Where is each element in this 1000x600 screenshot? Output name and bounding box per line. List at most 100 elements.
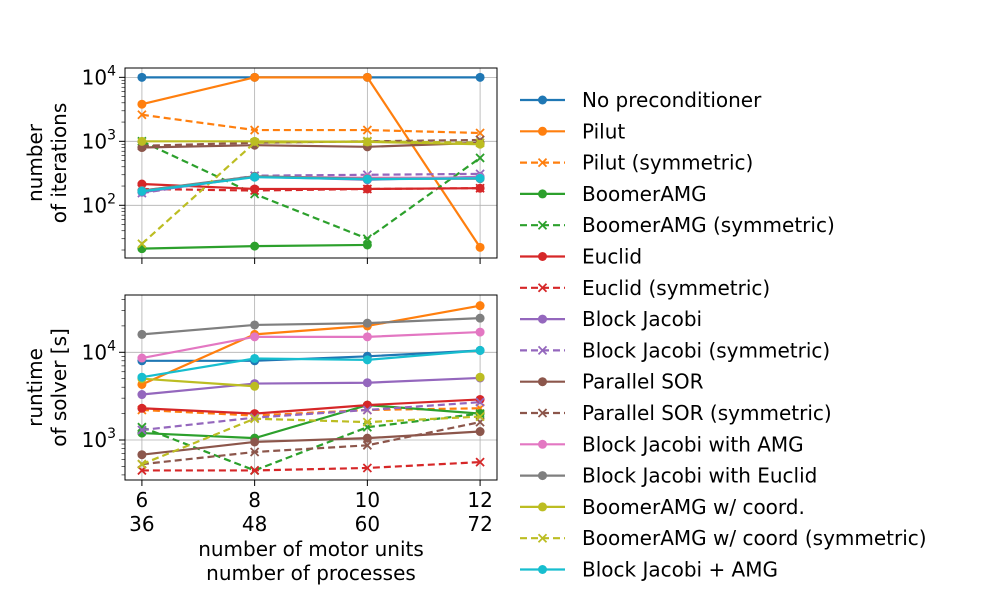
data-point — [249, 465, 260, 476]
x-tick-label: 12 — [467, 488, 492, 512]
data-point — [362, 378, 372, 388]
legend-label: BoomerAMG w/ coord (symmetric) — [582, 526, 927, 550]
y-axis-label: runtimeof solver [s] — [23, 328, 71, 447]
legend-label: BoomerAMG w/ coord. — [582, 495, 805, 519]
data-point — [137, 239, 147, 249]
x-axis-label: number of processes — [206, 561, 416, 585]
data-point — [137, 99, 147, 109]
legend-marker — [537, 283, 548, 293]
legend-marker — [538, 471, 547, 481]
legend-item: Block Jacobi + AMG — [520, 558, 778, 582]
legend-label: Parallel SOR — [582, 370, 704, 394]
x-tick-label: 6 — [136, 488, 149, 512]
data-point — [137, 244, 147, 254]
series-pilut-symmetric- — [137, 110, 485, 138]
data-point — [250, 184, 260, 194]
data-point — [475, 457, 485, 467]
data-point — [475, 173, 485, 183]
data-point — [362, 400, 372, 410]
data-point — [249, 138, 260, 148]
legend-item: Euclid — [520, 245, 642, 269]
data-point — [475, 397, 485, 407]
iterations-panel: 102 103 104 numberof iterations — [23, 63, 498, 264]
data-point — [137, 390, 147, 400]
legend-item: Parallel SOR (symmetric) — [520, 401, 832, 425]
data-point — [362, 184, 373, 194]
series-line — [141, 415, 481, 466]
series-line — [141, 421, 481, 466]
data-point — [362, 440, 373, 450]
series-line — [141, 430, 481, 456]
series-block-jacobi — [137, 373, 485, 400]
legend-item: BoomerAMG (symmetric) — [520, 213, 835, 237]
legend-label: Euclid — [582, 245, 642, 269]
legend-marker — [538, 126, 547, 136]
legend-label: Block Jacobi + AMG — [582, 558, 778, 582]
data-point — [362, 433, 372, 443]
data-point — [137, 186, 147, 196]
series-parallel-sor — [137, 427, 485, 460]
legend-item: Block Jacobi with AMG — [520, 432, 804, 456]
data-point — [362, 405, 373, 415]
data-point — [362, 355, 372, 365]
data-point — [475, 139, 485, 149]
legend-label: BoomerAMG (symmetric) — [582, 213, 835, 237]
legend-item: Block Jacobi (symmetric) — [520, 338, 830, 362]
series-line — [141, 349, 481, 379]
legend-label: Block Jacobi (symmetric) — [582, 338, 830, 362]
series-line — [141, 460, 481, 472]
x-tick-label-processes: 72 — [467, 512, 492, 536]
data-point — [137, 110, 147, 120]
legend-marker — [538, 439, 547, 449]
data-point — [250, 320, 260, 330]
data-point — [362, 463, 373, 473]
series-line — [141, 403, 481, 440]
legend-item: BoomerAMG — [520, 182, 707, 206]
legend-item: Pilut — [520, 119, 625, 143]
series-line — [141, 317, 481, 336]
legend-item: BoomerAMG w/ coord (symmetric) — [520, 526, 927, 550]
data-point — [137, 136, 147, 146]
series-pilut — [137, 72, 485, 252]
series-line — [141, 376, 481, 396]
data-point — [362, 136, 373, 146]
data-point — [475, 153, 485, 163]
data-point — [250, 172, 260, 182]
series-block-jacobi-with-euclid — [137, 313, 485, 339]
data-point — [475, 327, 485, 337]
data-point — [475, 128, 485, 138]
series-line — [141, 377, 255, 388]
legend-marker — [537, 533, 548, 543]
legend-label: BoomerAMG — [582, 182, 707, 206]
legend-label: Pilut — [582, 119, 625, 143]
series-block-jacobi-amg — [137, 172, 485, 196]
y-axis-label: numberof iterations — [23, 103, 71, 224]
legend-item: Pilut (symmetric) — [520, 151, 753, 175]
y-tick-label: 103 — [82, 426, 116, 452]
x-tick-label-processes: 48 — [242, 512, 267, 536]
data-point — [137, 72, 147, 82]
data-point — [250, 241, 260, 251]
data-point — [475, 183, 485, 193]
data-point — [250, 381, 260, 391]
y-tick-label: 102 — [82, 191, 116, 217]
series-line — [141, 401, 481, 432]
data-point — [475, 427, 485, 437]
x-tick-label-processes: 60 — [355, 512, 380, 536]
series-block-jacobi-with-amg — [137, 327, 485, 363]
data-point — [475, 372, 485, 382]
data-point — [137, 372, 147, 382]
legend-item: BoomerAMG w/ coord. — [520, 495, 805, 519]
data-point — [137, 329, 147, 339]
series-line — [141, 398, 481, 415]
x-tick-label: 10 — [355, 488, 380, 512]
legend-label: Euclid (symmetric) — [582, 276, 770, 300]
legend-item: No preconditioner — [520, 88, 762, 112]
legend-marker — [538, 502, 547, 512]
series-line — [141, 187, 481, 192]
legend-marker — [538, 565, 547, 574]
legend-item: Parallel SOR — [520, 370, 704, 394]
data-point — [250, 437, 260, 447]
legend-label: Block Jacobi with Euclid — [582, 464, 817, 488]
